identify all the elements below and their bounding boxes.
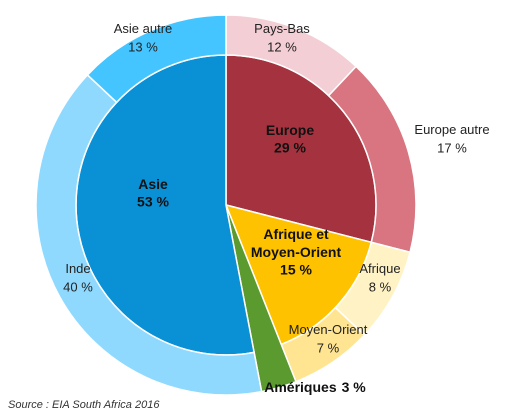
value-label: 29 % <box>274 140 306 156</box>
name-line: Asie <box>138 176 168 192</box>
name-line: Moyen-Orient <box>289 322 368 337</box>
name-line: Europe autre <box>414 122 489 137</box>
name-line: Europe <box>266 122 314 138</box>
name-line: Inde <box>65 261 90 276</box>
labels: Pays-Bas 12 % Europe autre 17 % Europe 29 % Af… <box>63 21 489 394</box>
segment-name: Asie autre <box>114 21 173 36</box>
name-line: Asie autre <box>114 21 173 36</box>
value-label: 12 % <box>267 39 297 54</box>
value-label: 40 % <box>63 279 93 294</box>
value-label: 15 % <box>280 262 312 278</box>
value-label: 7 % <box>317 340 340 355</box>
segment-name: Europe autre <box>414 122 489 137</box>
segment-name: Afrique <box>359 261 400 276</box>
source: Source : EIA South Africa 2016 <box>8 399 160 411</box>
segment-name: Inde <box>65 261 90 276</box>
segment-name: Europe <box>266 122 314 138</box>
value-label: 17 % <box>437 140 467 155</box>
value-label: 3 % <box>342 379 367 395</box>
segment-name: Moyen-Orient <box>289 322 368 337</box>
name-line: Afrique et <box>263 226 329 242</box>
segment-label: Amériques 3 % <box>264 379 366 395</box>
segment-name: Asie <box>138 176 168 192</box>
segment-name: Pays-Bas <box>254 21 310 36</box>
outer-segment <box>35 73 263 396</box>
name-line: Moyen-Orient <box>251 244 342 260</box>
outer-segment <box>86 14 227 104</box>
name-line: Pays-Bas <box>254 21 310 36</box>
segment-name: Afrique et Moyen-Orient <box>251 226 342 260</box>
value-label: 8 % <box>369 279 392 294</box>
marks <box>35 14 417 396</box>
segment-name: Amériques <box>264 379 337 395</box>
value-label: 53 % <box>137 194 169 210</box>
name-line: Afrique <box>359 261 400 276</box>
value-label: 13 % <box>128 39 158 54</box>
